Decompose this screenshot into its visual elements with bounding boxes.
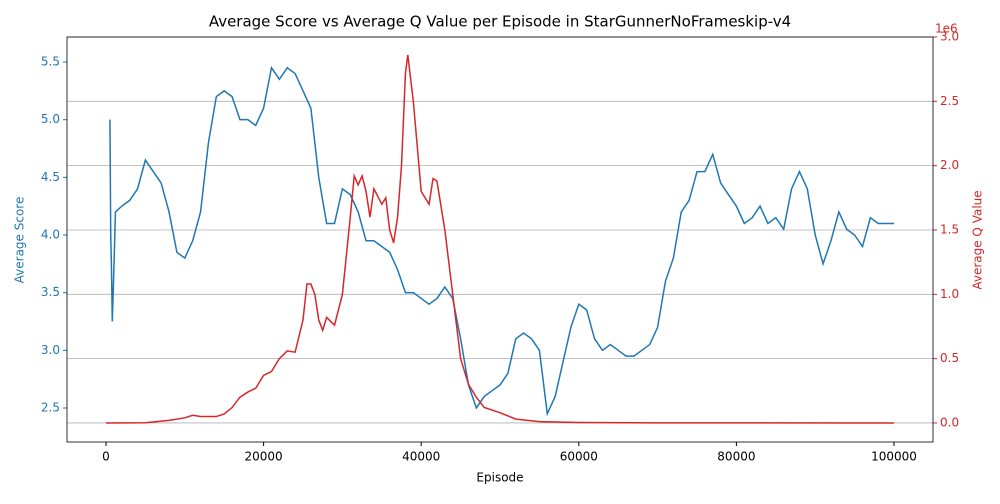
series-line bbox=[109, 65, 894, 417]
y-tick-label: 2.5 bbox=[41, 400, 60, 414]
y-tick-label: 5.0 bbox=[41, 112, 60, 126]
x-tick-label: 60000 bbox=[560, 450, 598, 464]
y2-tick-label: 2.5 bbox=[940, 94, 959, 108]
y-tick-label: 3.5 bbox=[41, 285, 60, 299]
y2-tick-label: 3.0 bbox=[940, 30, 959, 44]
plot-frame bbox=[66, 36, 934, 443]
x-tick-label: 80000 bbox=[717, 450, 755, 464]
x-axis-label: Episode bbox=[476, 471, 523, 485]
series-line bbox=[105, 54, 895, 424]
y2-tick-label: 1.5 bbox=[940, 222, 959, 236]
y2-tick-label: 0.5 bbox=[940, 351, 959, 365]
y2-offset-label: 1e6 bbox=[935, 22, 958, 36]
x-tick-label: 100000 bbox=[871, 450, 917, 464]
y2-tick-label: 1.0 bbox=[940, 287, 959, 301]
y-axis-label: Average Score bbox=[13, 197, 27, 284]
y2-axis-label: Average Q Value bbox=[971, 190, 985, 289]
chart-title: Average Score vs Average Q Value per Epi… bbox=[209, 13, 791, 31]
y-tick-label: 4.5 bbox=[41, 170, 60, 184]
y2-tick-label: 0.0 bbox=[940, 415, 959, 429]
y-tick-label: 4.0 bbox=[41, 228, 60, 242]
y-tick-label: 5.5 bbox=[41, 55, 60, 69]
x-tick-label: 0 bbox=[102, 450, 110, 464]
x-tick-label: 40000 bbox=[402, 450, 440, 464]
y-tick-label: 3.0 bbox=[41, 343, 60, 357]
x-tick-label: 20000 bbox=[245, 450, 283, 464]
y2-tick-label: 2.0 bbox=[940, 158, 959, 172]
